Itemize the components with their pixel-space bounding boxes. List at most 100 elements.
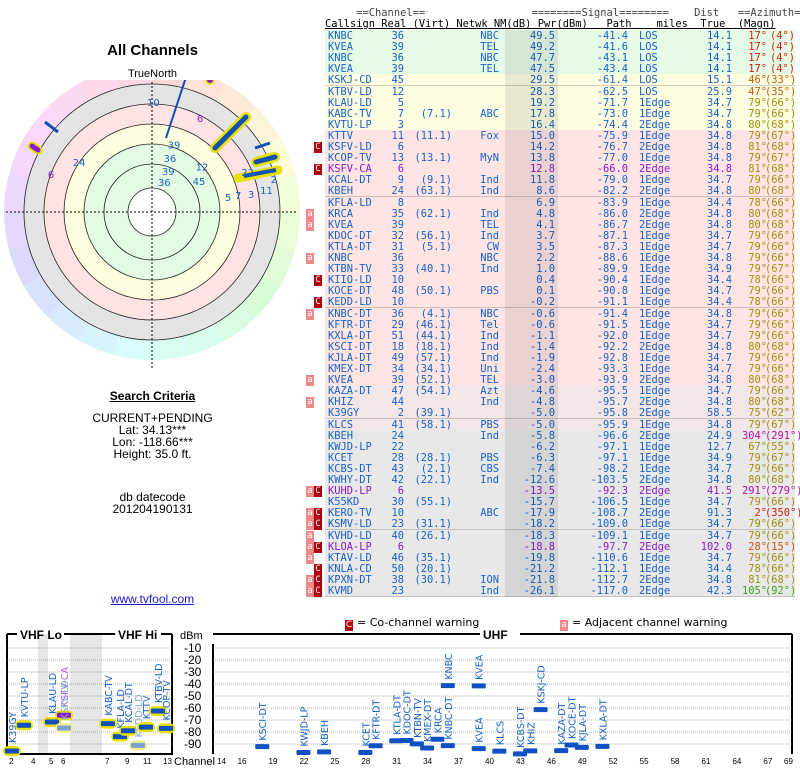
cell-call[interactable]: KVEA [328,374,354,387]
table-row[interactable]: KSMV-LD 23 (31.1) -18.2 -109.0 1Edge 34.7 79° (6… [325,518,796,531]
cell-call[interactable]: KXLA-DT [328,329,372,342]
cell-real: 51 [391,329,404,342]
cell-call[interactable]: KAZA-DT [328,385,372,398]
uhf-channel-tick: 64 [732,757,741,766]
cell-call[interactable]: KCAL-DT [328,174,372,187]
table-row[interactable]: KCOP-TV 13 (13.1) MyN 13.8 -77.0 1Edge 34.8 79°(… [325,152,796,165]
cell-call[interactable]: KCBS-DT [328,462,372,475]
table-row[interactable]: KVMD 23 Ind -26.1 -117.0 2Edge 42.3 105° (92°) [325,585,796,597]
cell-pwr: -83.9 [596,196,628,209]
table-row[interactable]: KABC-TV 7 (7.1) ABC 17.8 -73.0 1Edge 34.7 79° (66… [325,107,796,120]
table-row[interactable]: KFLA-LD 8 6.9 -83.9 1Edge 34.4 78° (66°) [325,196,796,209]
cell-call[interactable]: K55KD [328,496,360,509]
table-row[interactable]: KPXN-DT 38 (30.1) ION -21.8 -112.7 2Edge 34.8 81… [325,573,796,586]
cell-net: PBS [480,418,499,431]
table-row[interactable]: KOCE-DT 48 (50.1) PBS 0.1 -90.8 1Edge 34.7 79° (6… [325,285,796,298]
table-row[interactable]: KVHD-LD 40 (26.1) -18.3 -109.1 1Edge 34.7 79° (6… [325,529,796,542]
table-row[interactable]: KSKJ-CD 45 29.5 -61.4 LOS 15.1 46° (33°) [325,74,796,87]
cell-call[interactable]: KLOA-LP [328,540,372,553]
cell-call[interactable]: KFTR-DT [328,318,372,331]
cell-call[interactable]: KNBC [328,30,354,42]
cell-nm: -21.2 [523,562,555,575]
table-row[interactable]: KDOC-DT 32 (56.1) Ind 3.7 -87.1 1Edge 34.7 79° (6… [325,229,796,242]
cell-call[interactable]: KWJD-LP [328,440,372,453]
cell-call[interactable]: K39GY [328,407,360,420]
cell-call[interactable]: KSCI-DT [328,340,372,353]
table-row[interactable]: KSFV-LD 6 14.2 -76.7 2Edge 34.8 81° (68°) [325,141,796,153]
cell-call[interactable]: KNBC-DT [328,307,372,320]
cell-call[interactable]: KTTV [328,129,354,142]
cell-call[interactable]: KTBV-LD [328,85,372,98]
table-row[interactable]: KNLA-CD 50 (20.1) -21.2 -112.1 1Edge 34.4 78° (6… [325,562,796,575]
cell-call[interactable]: KMEX-DT [328,363,372,375]
cell-call[interactable]: KEDD-LD [328,296,372,309]
cell-call[interactable]: KCOP-TV [328,152,372,165]
uhf-station-bar [440,743,455,749]
cell-call[interactable]: KVEA [328,218,354,231]
cell-call[interactable]: KNBC [328,252,354,264]
cell-call[interactable]: KVHD-LD [328,529,372,542]
cell-call[interactable]: KABC-TV [328,107,372,120]
channel-axis-label: Channel [174,756,215,768]
cell-call[interactable]: KDOC-DT [328,229,372,242]
cell-call[interactable]: KJLA-DT [328,351,372,364]
cell-call[interactable]: KTAV-LD [328,551,372,564]
cell-call[interactable]: KVEA [328,41,354,54]
table-row[interactable]: KFTR-DT 29 (46.1) Tel -0.6 -91.5 1Edge 34.7 79°(… [325,318,796,331]
cell-mag: (35°) [765,85,797,98]
cell-call[interactable]: KCET [328,451,354,464]
cell-az: 80° [748,207,767,220]
cell-call[interactable]: KSFV-CA [328,163,372,176]
table-row[interactable]: KUHD-LP 6 -13.5 -92.3 2Edge 41.5 291° (279°) [325,485,800,498]
cell-call[interactable]: KSKJ-CD [328,74,372,87]
radar-channel-label: 36 [163,154,176,165]
cell-call[interactable]: KBEH [328,185,354,198]
legend-co-text: = Co-channel warning [357,616,480,629]
cell-call[interactable]: KOCE-DT [328,285,372,298]
cell-net: Ind [480,474,499,486]
cell-call[interactable]: KSFV-LD [328,141,372,153]
station-label: KFTR-DT [372,700,383,740]
cell-call[interactable]: KHIZ [328,396,354,409]
station-label: KNBC-DT [444,697,455,740]
cell-call[interactable]: KUHD-LP [328,485,372,498]
cell-call[interactable]: KNBC [328,52,354,65]
cell-call[interactable]: KWHY-DT [328,474,372,486]
cell-call[interactable]: KTBN-TV [328,263,372,276]
cell-call[interactable]: KSMV-LD [328,518,372,531]
cell-path: 1Edge [639,351,671,364]
cell-call[interactable]: KNLA-CD [328,562,372,575]
cell-nm: -0.6 [529,307,555,320]
cell-call[interactable]: KVMD [328,585,354,597]
table-row[interactable]: KBEH 24 (63.1) Ind 8.6 -82.2 2Edge 34.8 80° (68°) [325,185,796,198]
cell-virt: (57.1) [414,351,452,364]
cell-call[interactable]: KRCA [328,207,354,220]
table-row[interactable]: KVEA 39 TEL 4.1 -86.7 2Edge 34.8 80° (68°) [325,218,796,231]
cell-call[interactable]: KVEA [328,63,354,76]
cell-dist: 34.8 [706,418,732,431]
table-row[interactable]: KMEX-DT 34 (34.1) Uni -2.4 -93.3 1Edge 34.7 79°(… [325,363,796,375]
table-row[interactable]: KIIO-LD 10 0.4 -90.4 1Edge 34.4 78° (66°) [325,274,796,287]
cell-call[interactable]: KFLA-LD [328,196,372,209]
cell-real: 18 [391,340,404,353]
cell-call[interactable]: KERO-TV [328,507,372,520]
cell-call[interactable]: KLAU-LD [328,96,372,109]
cell-call[interactable]: KIIO-LD [328,274,372,287]
cell-mag: (66°) [765,240,797,253]
tvfool-link[interactable]: www.tvfool.com [110,592,195,606]
cell-call[interactable]: KLCS [328,418,354,431]
cell-call[interactable]: KBEH [328,429,354,442]
cell-real: 39 [391,41,404,54]
station-label: KAZA-DT [557,702,568,744]
cell-call[interactable]: KTLA-DT [328,240,372,253]
cell-pwr: -109.1 [590,529,628,542]
table-row[interactable]: KLAU-LD 5 19.2 -71.7 1Edge 34.7 79° (66°) [325,96,796,109]
radar-channel-label: 22 [241,168,254,179]
table-row[interactable]: KNBC 36 NBC 47.7 -43.1 LOS 14.1 17° (4°) [325,52,795,65]
cell-call[interactable]: KPXN-DT [328,573,372,586]
table-row[interactable]: KTTV 11 (11.1) Fox 15.0 -75.9 1Edge 34.8 79° (67°… [325,129,796,142]
table-row[interactable]: KERO-TV 10 ABC -17.9 -108.7 2Edge 91.3 2° (350°) [325,507,800,520]
cell-pwr: -93.3 [596,363,628,375]
table-row[interactable]: KCBS-DT 43 (2.1) CBS -7.4 -98.2 1Edge 34.7 79° (6… [325,462,796,475]
cell-call[interactable]: KVTU-LP [328,118,372,131]
